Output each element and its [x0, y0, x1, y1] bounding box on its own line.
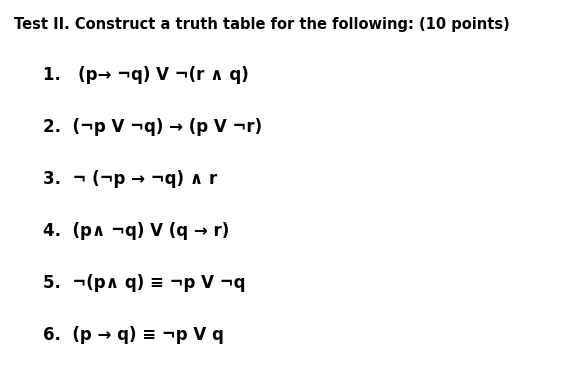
Text: Test II. Construct a truth table for the following: (10 points): Test II. Construct a truth table for the…: [14, 17, 510, 32]
Text: 6.  (p → q) ≡ ¬p V q: 6. (p → q) ≡ ¬p V q: [43, 326, 224, 344]
Text: 1.   (p→ ¬q) V ¬(r ∧ q): 1. (p→ ¬q) V ¬(r ∧ q): [43, 66, 249, 84]
Text: 2.  (¬p V ¬q) → (p V ¬r): 2. (¬p V ¬q) → (p V ¬r): [43, 118, 262, 136]
Text: 5.  ¬(p∧ q) ≡ ¬p V ¬q: 5. ¬(p∧ q) ≡ ¬p V ¬q: [43, 274, 246, 292]
Text: 4.  (p∧ ¬q) V (q → r): 4. (p∧ ¬q) V (q → r): [43, 222, 230, 240]
Text: 3.  ¬ (¬p → ¬q) ∧ r: 3. ¬ (¬p → ¬q) ∧ r: [43, 170, 218, 188]
